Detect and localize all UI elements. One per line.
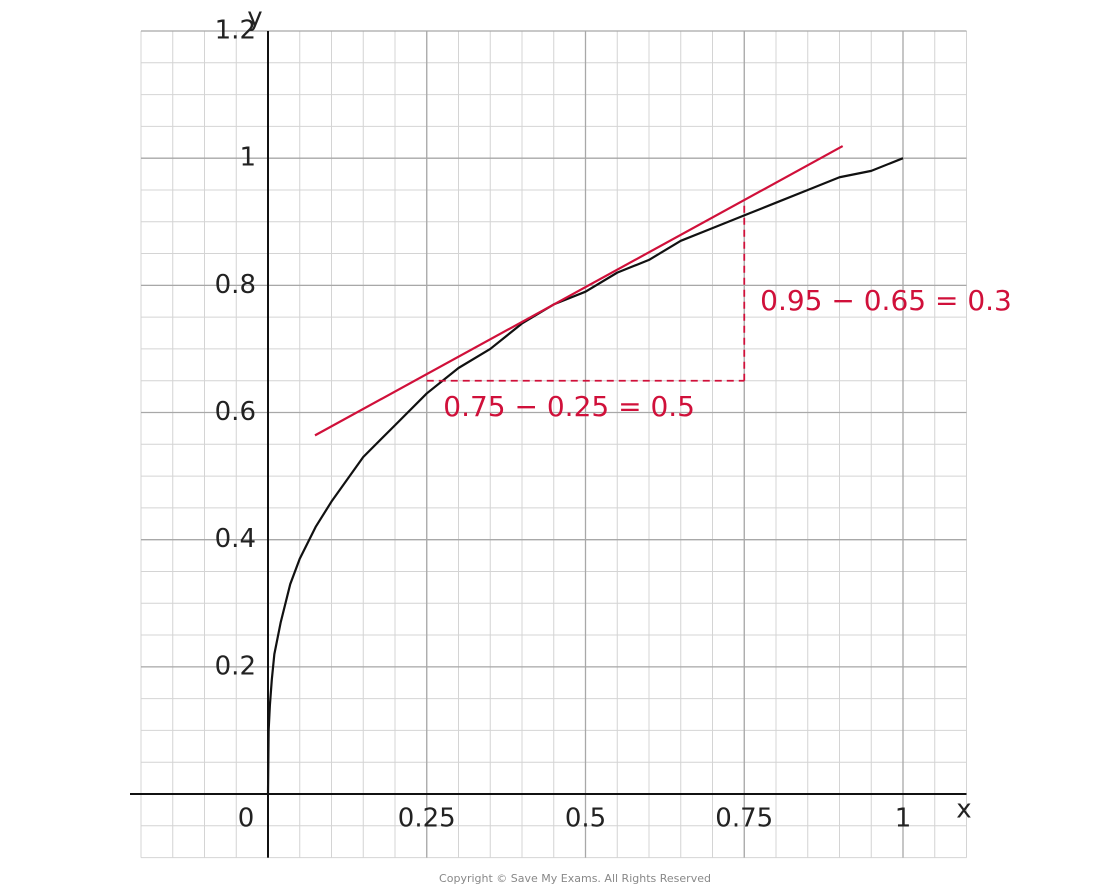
footer: Copyright © Save My Exams. All Rights Re… <box>439 872 711 885</box>
curve <box>314 145 844 437</box>
annotation: 0.95 − 0.65 = 0.3 <box>760 284 1012 317</box>
x-tick-label: 0.75 <box>715 804 773 834</box>
y-tick-label: 0.6 <box>215 397 256 427</box>
x-tick-label: 0.25 <box>398 804 456 834</box>
y-axis-label: y <box>247 3 262 33</box>
y-tick-label: 1.2 <box>215 16 256 46</box>
y-tick-label: 0.8 <box>215 270 256 300</box>
x-tick-label: 0.5 <box>565 804 606 834</box>
y-tick-label: 1 <box>239 143 256 173</box>
annotation: 0.75 − 0.25 = 0.5 <box>443 390 695 423</box>
x-tick-label: 1 <box>895 804 912 834</box>
x-axis-label: x <box>956 795 971 825</box>
x-tick-label: 0 <box>238 804 255 834</box>
y-tick-label: 0.2 <box>215 651 256 681</box>
y-tick-label: 0.4 <box>215 524 256 554</box>
curve <box>266 157 904 795</box>
